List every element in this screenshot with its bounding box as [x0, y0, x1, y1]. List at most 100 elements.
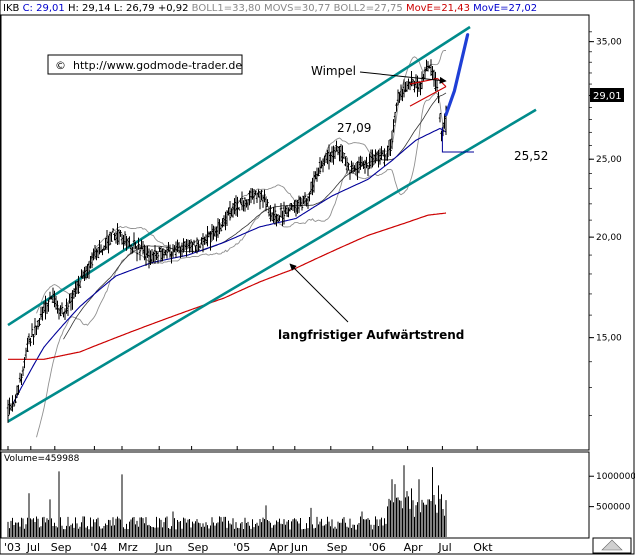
- price-bar: [392, 119, 395, 133]
- time-label-0: '03: [4, 541, 21, 554]
- price-bar: [137, 237, 140, 250]
- price-bar: [344, 156, 347, 167]
- price-bar: [386, 145, 389, 161]
- price-bar: [14, 394, 17, 404]
- price-bar: [219, 224, 223, 232]
- price-bar: [191, 242, 194, 254]
- time-label-1: Jul: [26, 541, 40, 554]
- volume-bars: [7, 465, 447, 537]
- price-bar: [365, 156, 368, 169]
- price-bar: [132, 232, 136, 250]
- price-bar: [395, 102, 398, 112]
- corner-logo-icon: [601, 539, 623, 551]
- volume-label: Volume=459988: [4, 454, 80, 464]
- price-tick-label-2: 25,00: [596, 155, 622, 165]
- url-text: http://www.godmode-trader.de: [73, 59, 242, 72]
- price-bar: [87, 261, 91, 279]
- price-bar: [23, 357, 26, 369]
- price-bar: [389, 139, 392, 157]
- price-bar: [333, 146, 337, 160]
- price-bar: [254, 190, 257, 196]
- ma-long-line: [8, 212, 447, 360]
- price-bar: [12, 401, 16, 407]
- price-bar: [437, 91, 440, 104]
- price-bar: [342, 153, 346, 160]
- price-bar: [279, 203, 283, 218]
- price-bar: [56, 300, 59, 314]
- price-bar: [317, 167, 320, 177]
- price-bar: [209, 231, 212, 251]
- price-bar: [26, 337, 29, 353]
- time-label-9: Jun: [290, 541, 308, 554]
- annotation-trend: langfristiger Aufwärtstrend: [278, 328, 464, 342]
- price-bars: [6, 59, 448, 423]
- trend-arrow: [289, 263, 349, 323]
- price-bar: [30, 323, 34, 337]
- time-label-12: Apr: [404, 541, 424, 554]
- price-bar: [66, 302, 70, 316]
- time-label-8: Apr: [269, 541, 289, 554]
- time-label-5: Jun: [154, 541, 172, 554]
- volume-axis: 500000 1000000: [589, 472, 635, 513]
- price-bar: [21, 366, 25, 376]
- price-bar: [282, 201, 286, 225]
- ma-short-line: [12, 127, 447, 405]
- wimpel-arrow: [359, 71, 447, 84]
- price-bar: [59, 305, 62, 317]
- price-bar: [197, 240, 200, 252]
- annotation-level-high: 27,09: [337, 121, 371, 135]
- time-axis: '03 Jul Sep '04 Mrz Jun Sep '05 Apr Jun Sep '06 Apr J…: [4, 446, 493, 554]
- price-bar: [165, 246, 169, 259]
- price-bar: [17, 384, 20, 395]
- volume-tick-label-0: 500000: [596, 503, 631, 513]
- price-bar: [371, 149, 374, 168]
- price-bar: [108, 231, 112, 246]
- price-bar: [110, 232, 113, 242]
- time-label-6: Sep: [188, 541, 209, 554]
- price-bar: [182, 238, 185, 253]
- volume-tick-label-1: 1000000: [596, 472, 635, 482]
- price-bar: [119, 230, 122, 237]
- time-label-4: Mrz: [118, 541, 138, 554]
- price-bar: [123, 231, 127, 246]
- price-bar: [341, 145, 344, 164]
- annotation-wimpel: Wimpel: [311, 64, 356, 78]
- price-bar: [129, 244, 133, 255]
- time-label-14: Okt: [473, 541, 493, 554]
- price-bar: [237, 206, 241, 211]
- price-bar: [266, 199, 269, 208]
- price-bar: [276, 213, 280, 222]
- price-bar: [300, 198, 304, 211]
- price-bar: [185, 238, 188, 257]
- price-bar: [198, 244, 202, 249]
- price-bar: [90, 252, 94, 269]
- price-bar: [411, 79, 415, 87]
- price-bar: [32, 334, 35, 345]
- price-bar: [96, 247, 100, 259]
- price-bar: [366, 165, 370, 177]
- price-bar: [240, 191, 244, 211]
- price-bar: [6, 399, 10, 423]
- price-badge: [590, 88, 624, 102]
- price-bar: [260, 189, 263, 201]
- price-bar: [20, 373, 23, 385]
- header-bar: [1, 1, 633, 15]
- time-label-3: '04: [90, 541, 107, 554]
- header-info: IKB C: 29,01 H: 29,14 L: 26,79 +0,92 BOL…: [3, 3, 537, 14]
- price-bar: [135, 245, 139, 262]
- price-bar: [156, 251, 160, 264]
- price-bar: [111, 228, 115, 233]
- pennant-lower: [409, 86, 447, 107]
- overlays: [289, 33, 474, 323]
- price-bar: [269, 205, 272, 222]
- price-bar: [390, 130, 394, 150]
- projection-line: [444, 33, 470, 117]
- price-bar: [258, 190, 262, 210]
- price-bar: [263, 189, 266, 203]
- price-bar: [345, 157, 349, 174]
- price-bar: [435, 79, 439, 92]
- price-bar: [195, 237, 199, 254]
- moving-averages: [8, 127, 447, 405]
